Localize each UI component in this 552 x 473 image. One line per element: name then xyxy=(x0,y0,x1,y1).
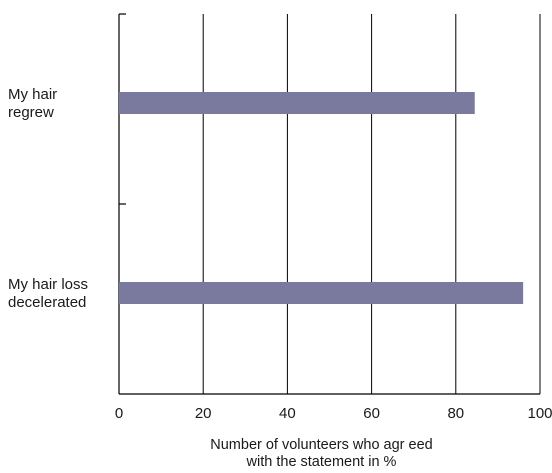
category-label-2: My hair loss decelerated xyxy=(8,276,88,311)
x-tick-label-0: 0 xyxy=(115,405,123,422)
category-labels: My hair regrew My hair loss decelerated xyxy=(8,86,88,311)
x-axis-title-line-1: Number of volunteers who agr eed xyxy=(210,437,432,453)
x-axis-title-line-2: with the statement in % xyxy=(246,454,397,470)
axes xyxy=(118,14,540,395)
x-tick-label-60: 60 xyxy=(363,405,380,422)
x-tick-label-40: 40 xyxy=(279,405,296,422)
x-tick-label-80: 80 xyxy=(447,405,464,422)
gridlines xyxy=(202,14,541,394)
bar-1 xyxy=(119,92,475,114)
x-tick-label-20: 20 xyxy=(195,405,212,422)
bar-2 xyxy=(119,282,524,304)
bars xyxy=(119,92,524,304)
y-axis-ticks xyxy=(119,13,126,205)
x-tick-labels: 0 20 40 60 80 100 xyxy=(115,405,552,422)
x-tick-label-100: 100 xyxy=(527,405,552,422)
category-label-1: My hair regrew xyxy=(8,86,57,121)
